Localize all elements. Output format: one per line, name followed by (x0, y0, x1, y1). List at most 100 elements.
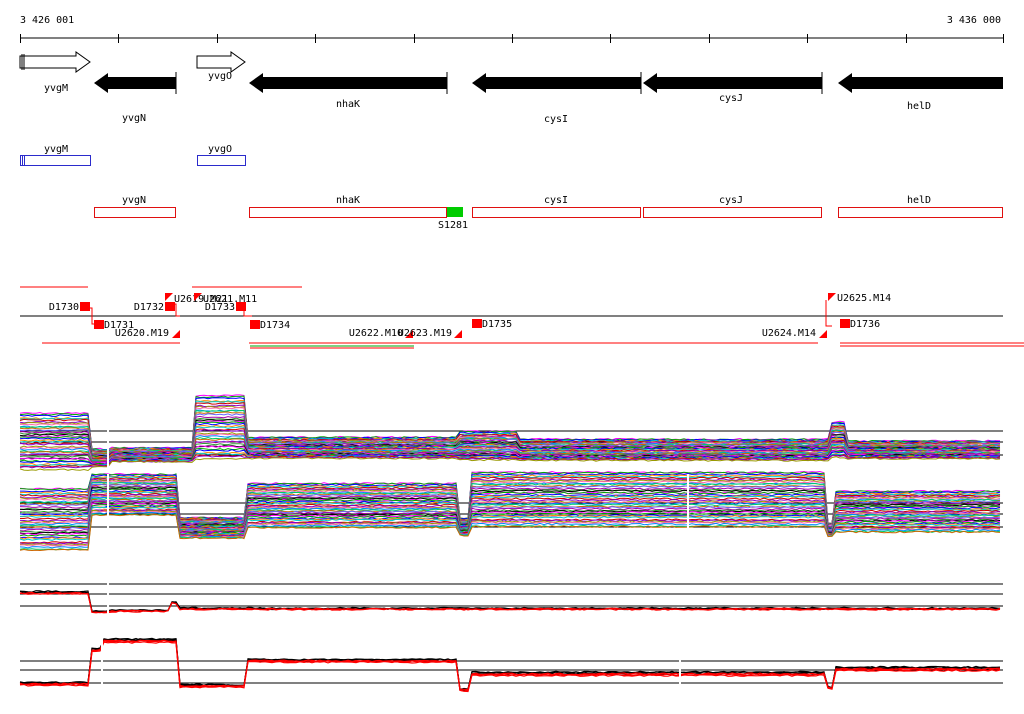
gene-arrow-yvgm[interactable]: yvgM (19, 51, 91, 94)
signal-trace (19, 502, 1001, 536)
signal-trace (19, 639, 1001, 691)
signal-trace (19, 424, 1001, 459)
feature-d1736[interactable]: D1736 (840, 319, 880, 330)
feature-d1730[interactable]: D1730 (49, 302, 90, 313)
gene-label-nhak: nhaK (336, 99, 360, 110)
gene-arrow-yvgo[interactable]: yvgO (196, 51, 246, 82)
feature-track: D1730 D1731 U2620.M19 D1732 U2619.M21 U2… (20, 286, 1024, 349)
signal-trace (19, 500, 1001, 533)
feature-label-d1735: D1735 (482, 319, 512, 330)
signal-trace (20, 492, 1001, 531)
feature-d1731[interactable]: D1731 (94, 320, 134, 331)
feature-label-u2620-m19: U2620.M19 (115, 328, 169, 339)
signal-trace (19, 513, 1001, 552)
box-nhak[interactable]: nhaK (249, 195, 447, 218)
signal-trace (19, 638, 1001, 690)
summary-panel-plus (19, 578, 1003, 622)
signal-trace (19, 498, 1001, 532)
box-label-nhak: nhaK (336, 195, 360, 206)
summary-traces-minus (19, 637, 1001, 693)
marker-s1281[interactable]: S1281 (438, 207, 468, 231)
feature-u2622-m10[interactable]: U2622.M10 (349, 328, 413, 339)
feature-connector (825, 300, 832, 327)
signal-trace (19, 637, 1001, 691)
signal-trace (19, 413, 1001, 456)
feature-d1732[interactable]: D1732 (134, 302, 175, 313)
feature-label-d1730: D1730 (49, 302, 79, 313)
box-cysj[interactable]: cysJ (643, 195, 822, 218)
feature-label-u2625-m14: U2625.M14 (837, 293, 891, 304)
signal-trace (19, 592, 1001, 614)
signal-trace (19, 508, 1001, 544)
gene-arrow-track: yvgM yvgN yvgO nhaK cysI cysJ helD (19, 51, 1003, 125)
feature-d1733[interactable]: D1733 (205, 302, 246, 313)
signal-trace (19, 480, 1001, 527)
signal-trace (19, 421, 1001, 458)
signal-trace (20, 445, 1001, 464)
feature-label-d1734: D1734 (260, 320, 290, 331)
gene-label-yvgo: yvgO (208, 71, 232, 82)
gene-label-cysi: cysI (544, 114, 568, 125)
signal-trace (19, 456, 1001, 472)
feature-label-d1736: D1736 (850, 319, 880, 330)
feature-label-u2624-m14: U2624.M14 (762, 328, 816, 339)
signal-trace (19, 488, 1001, 530)
feature-d1734[interactable]: D1734 (250, 320, 290, 331)
feature-label-d1732: D1732 (134, 302, 164, 313)
box-yvgo[interactable]: yvgO (197, 144, 246, 166)
feature-u2623-m19[interactable]: U2623.M19 (398, 328, 462, 339)
feature-label-u2622-m10: U2622.M10 (349, 328, 403, 339)
feature-u2621-m11[interactable]: U2621.M11 (194, 293, 257, 305)
signal-trace (19, 497, 1001, 533)
expression-panel-minus (19, 470, 1003, 552)
box-held[interactable]: helD (838, 195, 1003, 218)
box-label-cysj: cysJ (719, 195, 743, 206)
feature-u2620-m19[interactable]: U2620.M19 (115, 328, 180, 339)
signal-trace (19, 433, 1001, 461)
summary-panel-minus (19, 636, 1003, 700)
gene-arrow-nhak[interactable]: nhaK (249, 72, 448, 110)
box-label-yvgm: yvgM (44, 144, 68, 155)
feature-label-u2621-m11: U2621.M11 (203, 294, 257, 305)
feature-u2619-m21[interactable]: U2619.M21 (165, 293, 228, 305)
signal-trace (19, 397, 1001, 451)
ruler-ticks (20, 34, 1004, 43)
plus-strand-box-track: yvgM yvgO (20, 144, 246, 166)
signal-trace (19, 639, 1001, 691)
gene-label-yvgm: yvgM (44, 83, 68, 94)
minus-strand-box-track: yvgN nhaK cysI cysJ helD S1281 (94, 195, 1003, 231)
signal-trace (20, 641, 1001, 693)
gene-arrow-yvgn[interactable]: yvgN (94, 72, 177, 124)
feature-label-d1733: D1733 (205, 302, 235, 313)
signal-trace (19, 429, 1001, 460)
gene-arrow-held[interactable]: helD (838, 73, 1003, 112)
box-label-yvgn: yvgN (122, 195, 146, 206)
box-yvgn[interactable]: yvgN (94, 195, 176, 218)
expression-panel-plus (19, 394, 1003, 472)
signal-trace (19, 486, 1001, 530)
feature-label-d1731: D1731 (104, 320, 134, 331)
expression-traces-plus (19, 394, 1001, 472)
feature-d1735[interactable]: D1735 (472, 319, 512, 330)
box-cysi[interactable]: cysI (472, 195, 641, 218)
signal-trace (19, 471, 1001, 524)
coordinate-ruler: 3 426 001 3 436 000 (20, 15, 1004, 43)
gene-label-cysj: cysJ (719, 93, 743, 104)
signal-trace (19, 483, 1001, 527)
signal-trace (19, 482, 1001, 528)
feature-label-u2619-m21: U2619.M21 (174, 294, 228, 305)
feature-u2625-m14[interactable]: U2625.M14 (828, 293, 891, 304)
feature-u2624-m14[interactable]: U2624.M14 (762, 328, 827, 339)
gene-arrow-cysi[interactable]: cysI (472, 72, 642, 125)
signal-trace (19, 506, 1001, 541)
signal-trace (19, 494, 1001, 532)
summary-traces-plus (19, 590, 1001, 614)
gene-label-yvgn: yvgN (122, 113, 146, 124)
expression-traces-minus (19, 470, 1001, 552)
box-label-cysi: cysI (544, 195, 568, 206)
marker-label-s1281: S1281 (438, 220, 468, 231)
box-yvgm[interactable]: yvgM (20, 144, 91, 166)
ruler-end-label: 3 436 000 (947, 15, 1001, 26)
box-label-yvgo: yvgO (208, 144, 232, 155)
gene-arrow-cysj[interactable]: cysJ (643, 72, 823, 104)
